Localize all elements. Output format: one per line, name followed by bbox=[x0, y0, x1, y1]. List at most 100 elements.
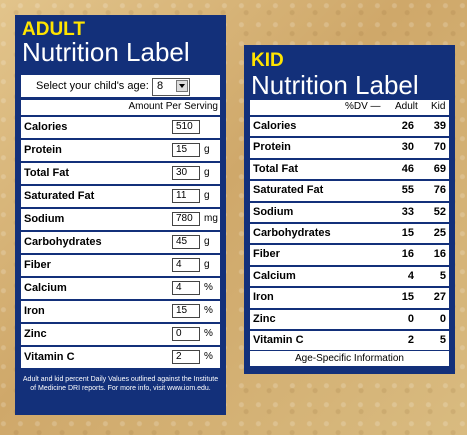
kid-dv-value: 27 bbox=[433, 291, 446, 304]
table-row: Total Fat 46 69 bbox=[250, 160, 449, 182]
nutrient-name: Calories bbox=[24, 121, 68, 133]
table-row: Protein 30 70 bbox=[250, 138, 449, 160]
table-row: Calories 510 bbox=[21, 117, 220, 140]
footnote: Adult and kid percent Daily Values outli… bbox=[22, 376, 219, 392]
kid-dv-value: 5 bbox=[439, 269, 446, 282]
table-row: Calories 26 39 bbox=[250, 117, 449, 139]
adult-column-label: Adult bbox=[395, 101, 418, 112]
adult-dv-value: 26 bbox=[401, 120, 414, 132]
nutrient-name: Fiber bbox=[253, 248, 280, 261]
nutrient-value-field[interactable]: 15 bbox=[172, 304, 200, 318]
adult-dv-value: 0 bbox=[407, 312, 414, 325]
nutrient-unit: g bbox=[204, 144, 210, 155]
nutrient-name: Zinc bbox=[253, 312, 276, 325]
nutrient-unit: g bbox=[204, 236, 210, 247]
table-row: Total Fat 30 g bbox=[21, 163, 220, 186]
nutrient-unit: g bbox=[204, 167, 210, 178]
age-select-value: 8 bbox=[157, 80, 164, 92]
table-row: Calcium 4% bbox=[21, 278, 220, 301]
adult-title: Nutrition Label bbox=[22, 37, 190, 67]
nutrient-unit: % bbox=[204, 328, 213, 339]
age-label: Select your child's age: bbox=[36, 80, 149, 92]
nutrient-name: Iron bbox=[253, 291, 274, 304]
adult-dv-value: 55 bbox=[401, 184, 414, 197]
adult-dv-value: 4 bbox=[407, 269, 414, 282]
nutrient-name: Saturated Fat bbox=[253, 184, 324, 197]
nutrient-name: Protein bbox=[24, 144, 62, 156]
nutrient-name: Calcium bbox=[253, 269, 296, 282]
table-row: Sodium 780 mg bbox=[21, 209, 220, 232]
age-specific-info-footer: Age-Specific Information bbox=[250, 351, 449, 366]
nutrient-unit: % bbox=[204, 305, 213, 316]
adult-dv-value: 46 bbox=[401, 162, 414, 175]
nutrient-value-field[interactable]: 30 bbox=[172, 166, 200, 180]
kid-dv-value: 69 bbox=[433, 162, 446, 175]
table-row: Iron 15% bbox=[21, 301, 220, 324]
nutrient-name: Iron bbox=[24, 305, 45, 317]
nutrient-name: Carbohydrates bbox=[253, 226, 331, 239]
chevron-down-icon[interactable] bbox=[176, 80, 188, 92]
table-row: Protein 15 g bbox=[21, 140, 220, 163]
nutrient-value-field[interactable]: 15 bbox=[172, 143, 200, 157]
table-row: Sodium 33 52 bbox=[250, 203, 449, 224]
kid-dv-value: 16 bbox=[433, 248, 446, 261]
adult-dv-value: 33 bbox=[401, 205, 414, 218]
nutrient-name: Vitamin C bbox=[253, 333, 304, 346]
adult-dv-value: 30 bbox=[401, 141, 414, 154]
nutrient-name: Sodium bbox=[24, 213, 65, 225]
nutrient-value-field[interactable]: 4 bbox=[172, 281, 200, 295]
nutrient-value-field[interactable]: 45 bbox=[172, 235, 200, 249]
kid-dv-value: 52 bbox=[433, 205, 446, 218]
kid-table-header: %DV — Adult Kid bbox=[250, 100, 449, 117]
table-row: Zinc 0 0 bbox=[250, 310, 449, 331]
nutrient-name: Protein bbox=[253, 141, 291, 154]
nutrient-name: Carbohydrates bbox=[24, 236, 102, 248]
adult-nutrition-panel: ADULT Nutrition Label Select your child'… bbox=[15, 15, 226, 415]
amount-per-serving-label: Amount Per Serving bbox=[128, 101, 219, 112]
nutrient-value-field[interactable]: 11 bbox=[172, 189, 200, 203]
nutrient-unit: g bbox=[204, 259, 210, 270]
kid-dv-value: 0 bbox=[439, 312, 446, 325]
nutrient-name: Zinc bbox=[24, 328, 47, 340]
adult-dv-value: 2 bbox=[407, 333, 414, 346]
kid-dv-value: 5 bbox=[439, 333, 446, 346]
nutrient-unit: g bbox=[204, 190, 210, 201]
kid-title: Nutrition Label bbox=[251, 70, 419, 100]
table-row: Carbohydrates 15 25 bbox=[250, 224, 449, 246]
table-row: Zinc 0% bbox=[21, 324, 220, 347]
kid-dv-value: 39 bbox=[433, 120, 446, 132]
nutrient-name: Saturated Fat bbox=[24, 190, 95, 202]
adult-dv-value: 15 bbox=[401, 226, 414, 239]
kid-heading: KID bbox=[251, 50, 284, 71]
nutrient-unit: mg bbox=[204, 213, 218, 224]
age-selector-box: Select your child's age: 8 bbox=[21, 75, 220, 97]
table-row: Saturated Fat 11 g bbox=[21, 186, 220, 209]
nutrient-unit: % bbox=[204, 351, 213, 362]
table-row: Saturated Fat 55 76 bbox=[250, 181, 449, 203]
amount-header-row: Amount Per Serving bbox=[21, 100, 220, 117]
table-row: Carbohydrates 45 g bbox=[21, 232, 220, 255]
kid-column-label: Kid bbox=[431, 101, 446, 112]
kid-dv-value: 25 bbox=[433, 226, 446, 239]
nutrient-name: Fiber bbox=[24, 259, 51, 271]
nutrient-name: Sodium bbox=[253, 205, 294, 218]
nutrient-name: Calcium bbox=[24, 282, 67, 294]
nutrient-value-field[interactable]: 4 bbox=[172, 258, 200, 272]
adult-dv-value: 15 bbox=[401, 291, 414, 304]
table-row: Calcium 4 5 bbox=[250, 267, 449, 289]
age-select[interactable]: 8 bbox=[152, 78, 190, 96]
kid-dv-value: 70 bbox=[433, 141, 446, 154]
nutrient-value-field[interactable]: 0 bbox=[172, 327, 200, 341]
nutrient-value-field[interactable]: 780 bbox=[172, 212, 200, 226]
table-row: Fiber 16 16 bbox=[250, 245, 449, 267]
table-row: Vitamin C 2 5 bbox=[250, 331, 449, 350]
adult-nutrition-table: Amount Per Serving Calories 510 Protein 15 g… bbox=[21, 100, 220, 368]
nutrient-value-field[interactable]: 2 bbox=[172, 350, 200, 364]
adult-dv-value: 16 bbox=[401, 248, 414, 261]
nutrient-name: Calories bbox=[253, 120, 297, 132]
kid-dv-value: 76 bbox=[433, 184, 446, 197]
table-row: Vitamin C 2% bbox=[21, 347, 220, 368]
nutrient-value-field[interactable]: 510 bbox=[172, 120, 200, 134]
nutrient-name: Total Fat bbox=[253, 162, 299, 175]
adult-heading: ADULT bbox=[22, 19, 85, 40]
